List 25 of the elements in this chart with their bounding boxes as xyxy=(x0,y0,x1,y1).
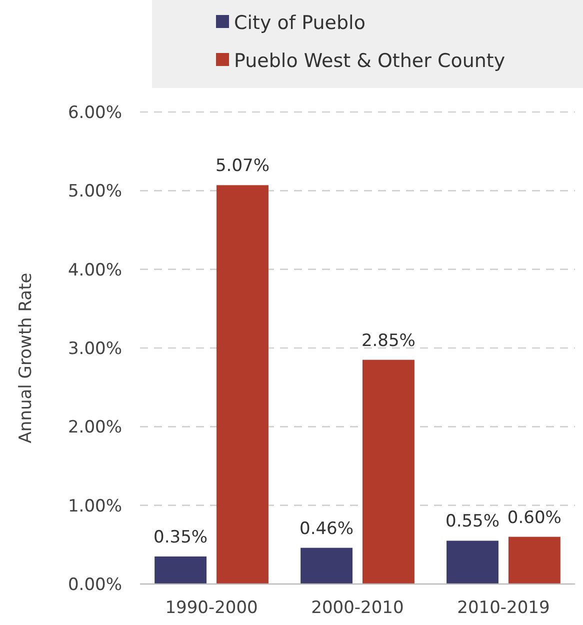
bar xyxy=(508,536,560,584)
data-label: 0.35% xyxy=(154,527,208,548)
bar xyxy=(446,540,498,584)
y-tick-label: 2.00% xyxy=(68,418,122,438)
x-tick-label: 2010-2019 xyxy=(457,598,550,618)
data-label: 5.07% xyxy=(215,156,270,176)
legend-label: Pueblo West & Other County xyxy=(234,50,506,72)
y-tick-label: 5.00% xyxy=(68,182,122,202)
y-tick-label: 1.00% xyxy=(68,496,122,516)
data-label: 0.55% xyxy=(446,512,500,532)
y-tick-label: 0.00% xyxy=(68,575,122,595)
legend-label: City of Pueblo xyxy=(234,12,366,34)
data-label: 0.46% xyxy=(300,518,354,539)
bar xyxy=(300,548,352,584)
bar xyxy=(362,360,414,584)
y-tick-label: 4.00% xyxy=(68,260,122,280)
bar xyxy=(216,185,268,584)
x-tick-label: 1990-2000 xyxy=(165,598,258,618)
x-tick-label: 2000-2010 xyxy=(311,598,404,618)
bar xyxy=(154,556,207,584)
y-axis-title: Annual Growth Rate xyxy=(16,272,36,444)
data-label: 2.85% xyxy=(361,330,416,351)
y-tick-label: 6.00% xyxy=(68,103,122,123)
data-label: 0.60% xyxy=(507,508,562,528)
y-tick-label: 3.00% xyxy=(68,339,122,359)
